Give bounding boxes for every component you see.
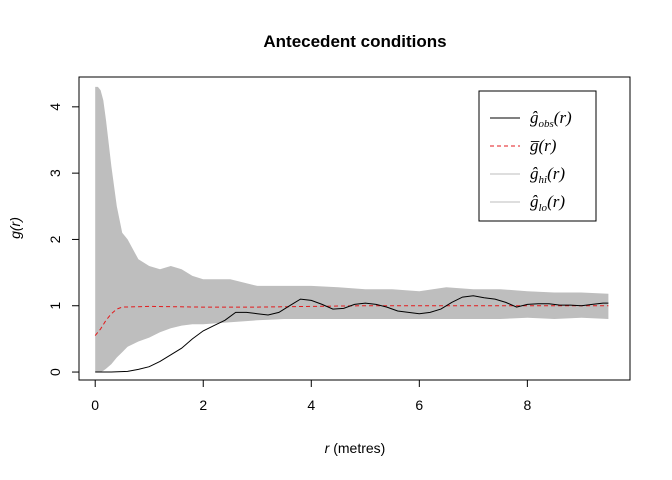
- y-tick-label: 1: [47, 302, 63, 310]
- x-tick-label: 0: [91, 397, 99, 413]
- y-axis-label: g(r): [7, 217, 23, 239]
- legend-label-hi: ĝhi(r): [530, 164, 565, 186]
- y-tick-label: 4: [47, 103, 63, 111]
- x-tick-label: 2: [199, 397, 207, 413]
- lines-layer: [94, 295, 609, 373]
- x-tick-label: 4: [307, 397, 315, 413]
- chart-title: Antecedent conditions: [263, 32, 446, 51]
- legend-label-obs: ĝobs(r): [530, 108, 572, 130]
- y-tick-label: 0: [47, 368, 63, 376]
- legend-label-lo: ĝlo(r): [530, 192, 565, 214]
- y-tick-label: 3: [47, 169, 63, 177]
- x-axis-label: r (metres): [325, 440, 386, 456]
- legend: ĝobs(r) g̅(r) ĝhi(r) ĝlo(r): [478, 90, 597, 222]
- x-tick-label: 8: [523, 397, 531, 413]
- x-axis-label-rest: (metres): [329, 440, 385, 456]
- x-axis: 0 2 4 6 8: [91, 379, 531, 413]
- x-tick-label: 6: [415, 397, 423, 413]
- series-observed-line: [95, 295, 609, 373]
- legend-box: [478, 90, 597, 222]
- y-axis: 0 1 2 3 4: [47, 103, 80, 376]
- series-theoretical-line: [94, 305, 609, 336]
- y-tick-label: 2: [47, 235, 63, 243]
- legend-label-theo: g̅(r): [530, 136, 557, 155]
- envelope-layer: [95, 86, 609, 373]
- x-axis-label-var: r: [325, 440, 331, 456]
- envelope-band: [95, 86, 609, 373]
